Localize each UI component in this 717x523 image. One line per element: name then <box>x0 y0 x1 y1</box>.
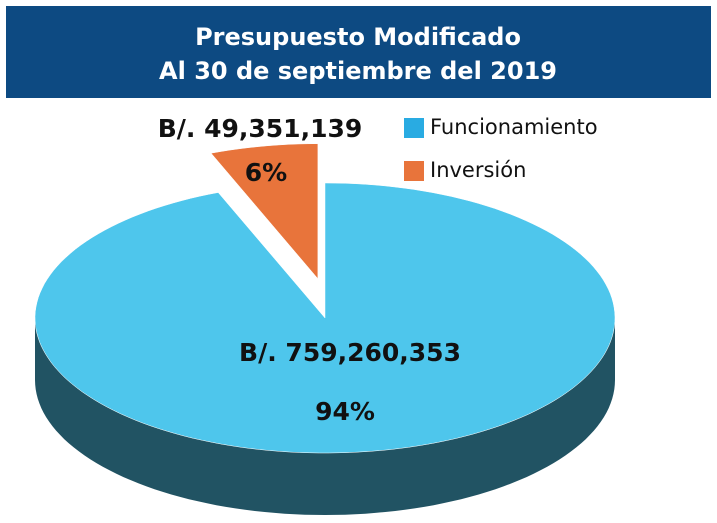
legend-swatch <box>404 161 424 181</box>
slice <box>210 143 319 280</box>
slice <box>34 182 616 454</box>
header-band <box>6 6 711 98</box>
chart-subtitle: Al 30 de septiembre del 2019 <box>159 57 557 85</box>
value-label: 6% <box>245 158 287 187</box>
value-label: 94% <box>315 397 375 426</box>
amount-label: B/. 759,260,353 <box>239 338 461 367</box>
slice-side <box>35 318 615 515</box>
amount-label: B/. 49,351,139 <box>158 114 363 143</box>
legend-label: Inversión <box>430 158 526 182</box>
legend-swatch <box>404 118 424 138</box>
legend-label: Funcionamiento <box>430 115 598 139</box>
chart-title: Presupuesto Modificado <box>195 23 521 51</box>
